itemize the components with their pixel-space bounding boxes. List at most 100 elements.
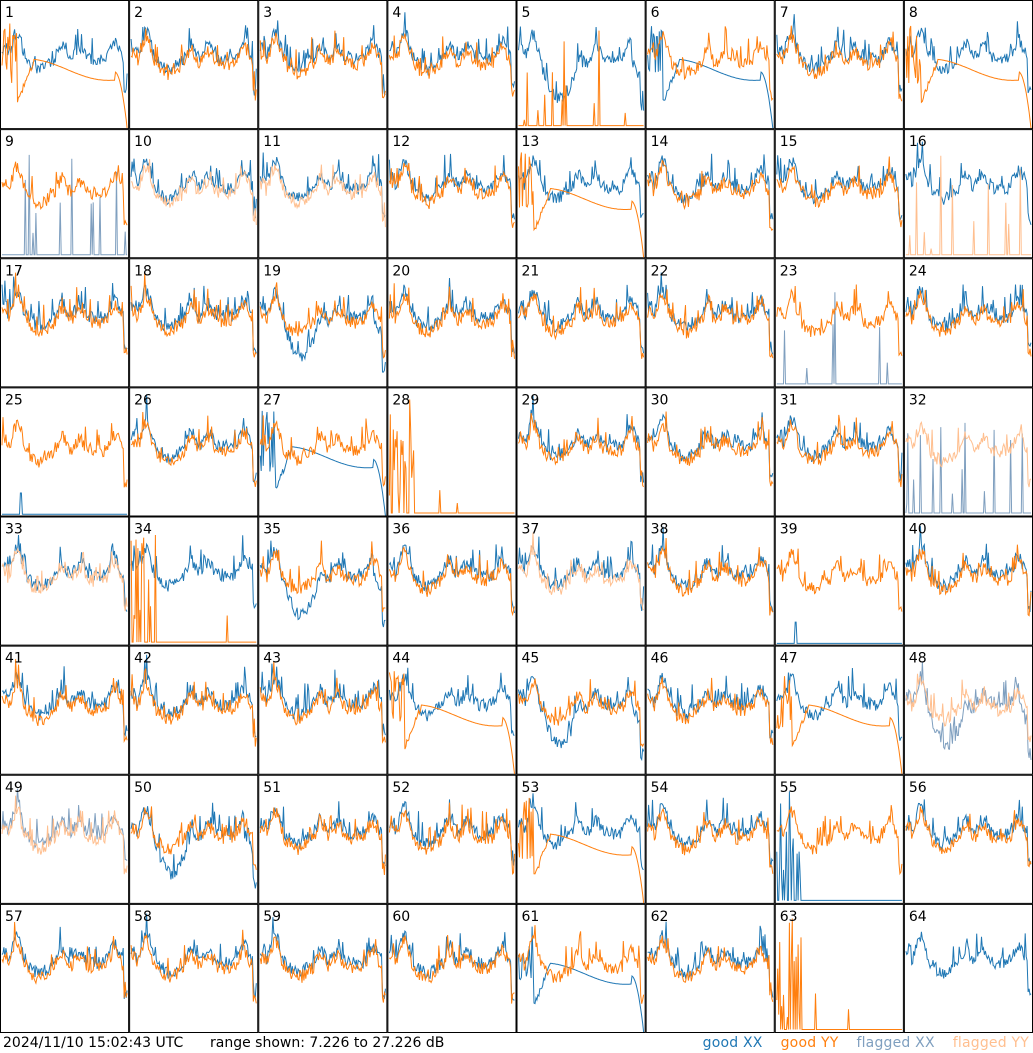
panel-frame bbox=[258, 645, 388, 775]
panel-frame bbox=[129, 258, 259, 388]
panel-frame bbox=[774, 774, 904, 904]
panel-label: 49 bbox=[5, 780, 23, 796]
panel-frame bbox=[774, 903, 904, 1033]
panel-50-xx-line bbox=[130, 802, 257, 889]
panel-label: 41 bbox=[5, 651, 23, 667]
panel-frame bbox=[774, 516, 904, 646]
panel-label: 37 bbox=[522, 522, 540, 538]
panel-24-yy-line bbox=[905, 289, 1032, 357]
panel-53-xx-line bbox=[518, 793, 644, 871]
panel-59: 59 bbox=[258, 903, 388, 1033]
panel-label: 7 bbox=[780, 5, 789, 21]
panel-49-xx-line bbox=[1, 788, 128, 862]
panel-57-xx-line bbox=[1, 926, 128, 999]
panel-51-yy-line bbox=[259, 807, 386, 876]
panel-frame bbox=[645, 645, 775, 775]
panel-frame bbox=[0, 516, 130, 646]
panel-5: 5 bbox=[516, 0, 646, 130]
panel-49-yy-line bbox=[1, 795, 128, 875]
panel-8-xx-line bbox=[905, 21, 1032, 94]
panel-label: 40 bbox=[909, 522, 927, 538]
panel-64: 64 bbox=[903, 903, 1033, 1033]
panel-frame bbox=[258, 903, 388, 1033]
panel-label: 35 bbox=[263, 522, 281, 538]
panel-61-xx-line bbox=[518, 926, 645, 1033]
panel-44-xx-line bbox=[388, 667, 515, 736]
panel-frame bbox=[129, 645, 259, 775]
panel-40: 40 bbox=[903, 516, 1033, 646]
panel-19-yy-line bbox=[259, 282, 386, 359]
panel-frame bbox=[0, 129, 130, 259]
panel-label: 17 bbox=[5, 263, 23, 279]
panel-18-yy-line bbox=[130, 272, 257, 358]
panel-51-xx-line bbox=[259, 801, 386, 867]
footer: 2024/11/10 15:02:43 UTC range shown: 7.2… bbox=[0, 1033, 1033, 1053]
panel-58-xx-line bbox=[130, 913, 257, 998]
panel-30: 30 bbox=[645, 387, 775, 517]
panel-43: 43 bbox=[258, 645, 388, 775]
panel-20: 20 bbox=[387, 258, 517, 388]
panel-54: 54 bbox=[645, 774, 775, 904]
panel-frame bbox=[129, 0, 259, 130]
panel-frame bbox=[645, 258, 775, 388]
panel-19-xx-line bbox=[259, 286, 386, 373]
panel-11: 11 bbox=[258, 129, 388, 259]
panel-1-xx-line bbox=[1, 28, 128, 94]
panel-11-xx-line bbox=[259, 152, 386, 218]
panel-label: 55 bbox=[780, 780, 798, 796]
panel-10: 10 bbox=[129, 129, 259, 259]
panel-47-xx-line bbox=[776, 667, 903, 741]
panel-55: 55 bbox=[774, 774, 904, 904]
panel-39-xx-line bbox=[776, 621, 902, 644]
panel-frame bbox=[645, 129, 775, 259]
panel-16-yy-line bbox=[905, 155, 1031, 256]
panel-label: 2 bbox=[134, 5, 143, 21]
panel-frame bbox=[387, 258, 517, 388]
panel-label: 4 bbox=[392, 5, 401, 21]
panel-34-yy-line bbox=[130, 534, 257, 643]
panel-frame bbox=[387, 516, 517, 646]
panel-label: 63 bbox=[780, 909, 798, 925]
panel-1-yy-line bbox=[1, 23, 128, 129]
panel-53: 53 bbox=[516, 774, 646, 904]
panel-12-xx-line bbox=[388, 153, 515, 220]
panel-50-yy-line bbox=[130, 806, 257, 870]
panel-label: 52 bbox=[392, 780, 410, 796]
panel-14-yy-line bbox=[647, 159, 774, 232]
panel-label: 62 bbox=[651, 909, 669, 925]
panel-8-yy-line bbox=[905, 25, 1032, 129]
panel-frame bbox=[516, 903, 646, 1033]
panel-frame bbox=[258, 774, 388, 904]
panel-label: 18 bbox=[134, 263, 152, 279]
panel-label: 42 bbox=[134, 651, 152, 667]
panel-frame bbox=[387, 0, 517, 130]
panel-frame bbox=[0, 387, 130, 517]
panel-label: 56 bbox=[909, 780, 927, 796]
panel-32-xx-line bbox=[905, 422, 1031, 514]
panel-8: 8 bbox=[903, 0, 1033, 130]
legend-flagged-xx: flagged XX bbox=[856, 1035, 935, 1051]
panel-frame bbox=[258, 0, 388, 130]
panel-44: 44 bbox=[387, 645, 517, 775]
panel-41: 41 bbox=[0, 645, 130, 775]
panel-48-xx-line bbox=[905, 661, 1032, 760]
panel-4-xx-line bbox=[389, 12, 515, 89]
panel-frame bbox=[774, 258, 904, 388]
range-text: range shown: 7.226 to 27.226 dB bbox=[210, 1035, 445, 1051]
panel-frame bbox=[387, 774, 517, 904]
panel-33: 33 bbox=[0, 516, 130, 646]
panel-label: 50 bbox=[134, 780, 152, 796]
panel-5-yy-line bbox=[518, 30, 644, 127]
panel-frame bbox=[645, 903, 775, 1033]
legend-flagged-yy: flagged YY bbox=[952, 1035, 1029, 1051]
panel-label: 12 bbox=[392, 134, 410, 150]
panel-37-yy-line bbox=[518, 532, 644, 611]
panel-label: 51 bbox=[263, 780, 281, 796]
panel-frame bbox=[387, 387, 517, 517]
panel-60: 60 bbox=[387, 903, 517, 1033]
panel-47-yy-line bbox=[776, 676, 903, 774]
panel-9-xx-line bbox=[2, 154, 128, 256]
panel-frame bbox=[774, 0, 904, 130]
panel-label: 53 bbox=[522, 780, 540, 796]
panel-14: 14 bbox=[645, 129, 775, 259]
